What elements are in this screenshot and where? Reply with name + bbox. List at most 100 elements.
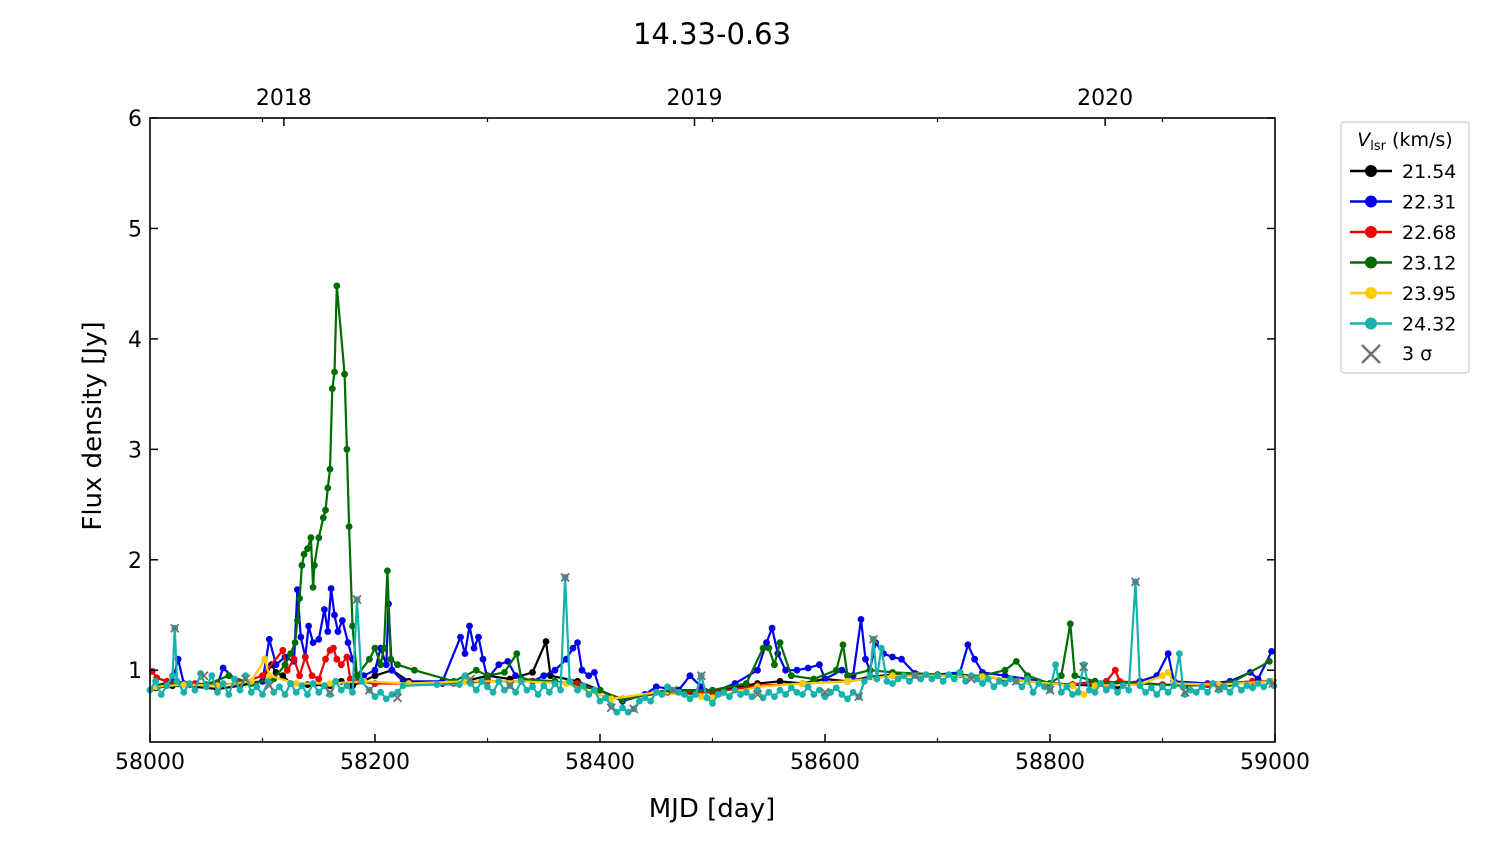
x-tick-label-58000: 58000 xyxy=(115,750,185,775)
data-point-22.68-7 xyxy=(279,646,287,654)
data-point-23.12-64 xyxy=(1012,658,1020,665)
data-point-24.32-65 xyxy=(551,680,559,687)
data-point-24.32-175 xyxy=(1164,688,1172,696)
data-point-24.32-23 xyxy=(270,688,278,696)
data-point-23.12-22 xyxy=(328,385,336,392)
legend-entry-21.54: 21.54 xyxy=(1350,161,1456,183)
data-point-22.68-10 xyxy=(296,672,303,680)
legend-entry-22.68: 22.68 xyxy=(1350,222,1456,244)
data-point-23.12-24 xyxy=(333,282,341,290)
data-point-22.31-69 xyxy=(804,664,812,672)
data-point-24.32-95 xyxy=(720,688,728,696)
legend-title: Vlsr (km/s) xyxy=(1357,129,1452,154)
top-year-axis: 2018 2019 2020 xyxy=(256,86,1133,126)
data-point-23.95-29 xyxy=(1164,669,1172,676)
data-point-24.32-78 xyxy=(624,708,632,716)
data-point-24.32-15 xyxy=(225,691,233,698)
data-point-24.32-44 xyxy=(388,691,396,698)
data-point-23.12-39 xyxy=(472,666,480,674)
data-point-24.32-82 xyxy=(647,697,654,705)
data-point-24.32-92 xyxy=(703,694,711,702)
data-point-24.32-49 xyxy=(461,672,469,680)
data-point-22.31-59 xyxy=(686,672,694,680)
data-point-24.32-97 xyxy=(731,686,739,694)
data-point-22.68-13 xyxy=(315,675,323,683)
data-point-23.12-14 xyxy=(307,534,315,542)
legend-entry-22.31: 22.31 xyxy=(1350,192,1456,214)
data-point-24.32-125 xyxy=(883,677,891,685)
data-point-22.68-16 xyxy=(330,644,337,652)
data-point-24.32-146 xyxy=(1001,680,1009,687)
data-point-24.32-31 xyxy=(315,688,323,696)
data-point-24.32-32 xyxy=(321,682,328,690)
data-point-23.12-8 xyxy=(291,639,299,646)
legend-swatch-marker-22.31 xyxy=(1365,195,1377,208)
sigma-marker-19 xyxy=(910,671,920,681)
y-axis-label: Flux density [Jy] xyxy=(78,321,108,530)
data-point-24.32-85 xyxy=(664,683,671,691)
data-point-22.31-51 xyxy=(578,666,586,674)
data-point-24.32-123 xyxy=(873,675,881,683)
y-tick-label-3: 3 xyxy=(128,438,142,463)
data-point-24.32-163 xyxy=(1097,680,1104,687)
data-point-24.32-164 xyxy=(1102,686,1110,694)
x-axis-ticks: 58000 58200 58400 58600 58800 59000 xyxy=(115,118,1310,775)
data-point-24.32-191 xyxy=(1249,684,1256,692)
data-point-24.32-157 xyxy=(1063,683,1071,691)
data-point-22.31-75 xyxy=(862,655,869,663)
data-point-23.12-18 xyxy=(319,514,327,522)
data-point-24.32-16 xyxy=(231,675,238,683)
sigma-marker-4 xyxy=(325,687,335,697)
data-point-22.31-101 xyxy=(1268,648,1275,655)
legend-entry-24.32: 24.32 xyxy=(1350,314,1456,336)
data-point-23.95-19 xyxy=(844,677,851,685)
data-point-24.32-103 xyxy=(765,688,773,696)
data-point-24.32-143 xyxy=(984,675,992,683)
data-point-22.68-11 xyxy=(301,653,309,661)
x-axis-label: MJD [day] xyxy=(649,794,776,824)
data-point-22.68-18 xyxy=(337,661,345,669)
data-point-24.32-46 xyxy=(399,682,407,690)
data-point-22.68-6 xyxy=(259,672,266,680)
sigma-marker-2 xyxy=(240,674,251,684)
data-point-24.32-27 xyxy=(292,688,300,696)
x-tick-label-59000: 59000 xyxy=(1240,750,1310,775)
data-point-23.95-15 xyxy=(697,693,705,701)
legend-swatch-marker-23.12 xyxy=(1365,256,1377,269)
legend-swatch-marker-24.32 xyxy=(1365,317,1377,330)
data-point-24.32-166 xyxy=(1114,688,1121,696)
legend-label-22.31: 22.31 xyxy=(1402,192,1456,214)
data-point-24.32-83 xyxy=(652,688,660,696)
data-point-23.12-6 xyxy=(281,661,289,669)
data-point-24.32-136 xyxy=(945,671,953,678)
data-point-22.31-64 xyxy=(763,639,770,646)
data-point-24.32-45 xyxy=(394,688,401,696)
data-point-24.32-144 xyxy=(990,683,998,691)
data-point-23.12-19 xyxy=(322,506,329,514)
sigma-marker-24 xyxy=(1130,577,1141,587)
data-point-24.32-70 xyxy=(579,682,587,690)
data-point-24.32-43 xyxy=(382,695,390,703)
data-point-24.32-77 xyxy=(619,704,626,712)
data-point-24.32-106 xyxy=(782,691,789,698)
data-point-22.31-24 xyxy=(344,639,352,646)
data-point-24.32-93 xyxy=(709,699,716,707)
data-point-22.68-12 xyxy=(308,672,316,680)
x-tick-label-58800: 58800 xyxy=(1015,750,1085,775)
data-point-24.32-52 xyxy=(478,677,486,685)
data-point-23.12-27 xyxy=(345,523,353,530)
data-point-22.31-44 xyxy=(512,672,519,680)
data-point-23.12-48 xyxy=(709,686,716,694)
sigma-marker-16 xyxy=(820,687,830,697)
data-point-24.32-126 xyxy=(889,680,896,687)
data-point-24.32-71 xyxy=(585,691,593,698)
data-point-24.32-59 xyxy=(517,677,525,685)
data-point-24.32-39 xyxy=(358,677,365,685)
y-tick-label-1: 1 xyxy=(128,659,142,684)
sigma-marker-26 xyxy=(1214,683,1224,693)
data-point-23.12-31 xyxy=(371,644,379,652)
data-point-23.95-22 xyxy=(979,673,986,681)
legend: Vlsr (km/s) 21.54 22.31 22.68 23.12 23.95 24.… xyxy=(1340,121,1470,374)
data-point-23.95-1 xyxy=(180,681,188,688)
data-point-22.31-28 xyxy=(371,666,379,674)
